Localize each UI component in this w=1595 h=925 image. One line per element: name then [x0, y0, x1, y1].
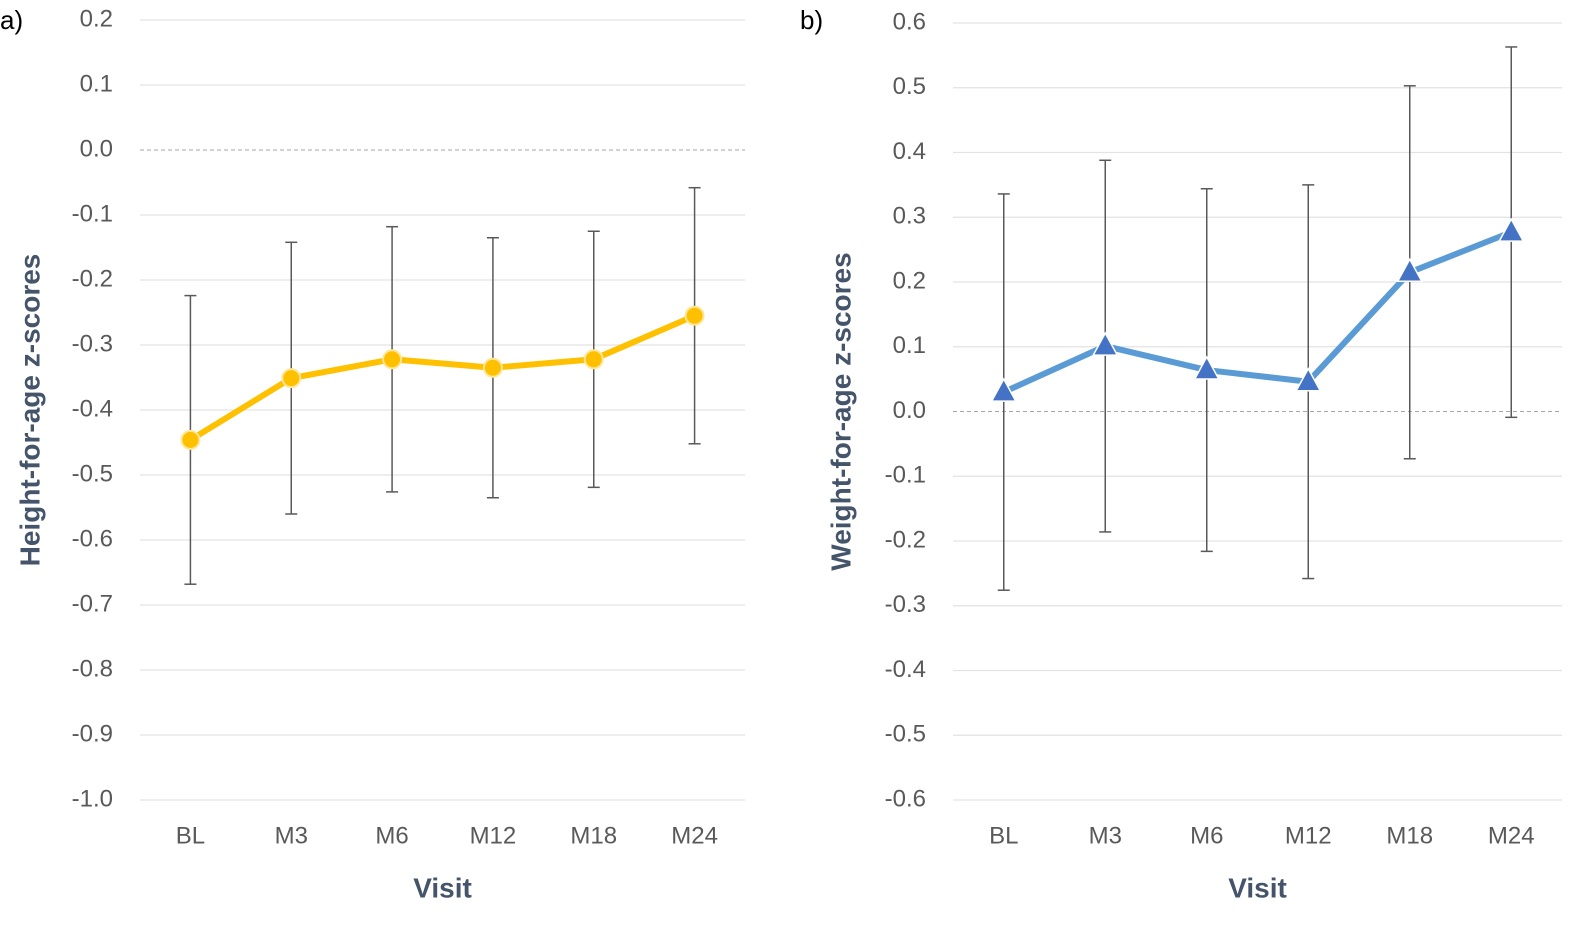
panel-label: a)	[0, 5, 23, 35]
y-tick-label: -0.6	[72, 525, 113, 552]
x-tick-label: BL	[176, 822, 205, 849]
y-tick-label: -0.7	[72, 590, 113, 617]
y-tick-label: -0.5	[885, 721, 926, 748]
data-marker	[583, 349, 604, 370]
x-tick-label: M12	[470, 822, 517, 849]
x-tick-label: M6	[1190, 822, 1223, 849]
y-tick-label: -0.5	[72, 460, 113, 487]
y-tick-label: -0.1	[885, 462, 926, 489]
y-tick-label: -0.9	[72, 720, 113, 747]
data-marker	[1294, 367, 1322, 392]
data-line	[188, 312, 696, 443]
y-tick-label: -0.2	[72, 265, 113, 292]
x-tick-label: BL	[989, 822, 1018, 849]
x-tick-label: M18	[1386, 822, 1433, 849]
y-tick-label: -0.8	[72, 655, 113, 682]
y-tick-label: 0.0	[893, 397, 926, 424]
x-tick-label: M3	[1089, 822, 1122, 849]
x-axis-title: Visit	[413, 872, 472, 903]
y-axis-title: Weight-for-age z-scores	[825, 252, 856, 570]
panel-label: b)	[800, 5, 823, 35]
data-marker	[1091, 331, 1119, 356]
y-tick-label: 0.1	[80, 70, 113, 97]
data-marker	[281, 368, 302, 389]
y-tick-label: 0.3	[893, 203, 926, 230]
y-tick-label: 0.5	[893, 73, 926, 100]
y-tick-label: -0.3	[885, 591, 926, 618]
y-tick-label: 0.6	[893, 8, 926, 35]
x-tick-label: M18	[570, 822, 617, 849]
x-tick-label: M24	[671, 822, 718, 849]
y-tick-label: 0.1	[893, 332, 926, 359]
data-marker	[482, 357, 503, 378]
x-tick-label: M6	[375, 822, 408, 849]
x-tick-label: M3	[275, 822, 308, 849]
y-tick-label: 0.0	[80, 135, 113, 162]
y-tick-label: -0.3	[72, 330, 113, 357]
data-marker	[382, 349, 403, 370]
x-axis-title: Visit	[1228, 872, 1287, 903]
y-tick-label: -0.6	[885, 785, 926, 812]
data-marker	[684, 305, 705, 326]
y-tick-label: -1.0	[72, 785, 113, 812]
data-marker	[1193, 355, 1221, 380]
y-tick-label: -0.1	[72, 200, 113, 227]
data-marker	[1396, 257, 1424, 283]
y-tick-label: 0.4	[893, 138, 926, 165]
y-tick-label: 0.2	[80, 5, 113, 32]
y-tick-label: -0.4	[885, 656, 926, 683]
y-tick-label: -0.4	[72, 395, 113, 422]
data-marker	[1497, 217, 1525, 242]
y-axis-title: Height-for-age z-scores	[14, 254, 45, 567]
x-tick-label: M12	[1285, 822, 1332, 849]
data-marker	[990, 377, 1018, 402]
data-marker	[180, 429, 201, 450]
y-tick-label: 0.2	[893, 267, 926, 294]
y-tick-label: -0.2	[885, 526, 926, 553]
x-tick-label: M24	[1488, 822, 1535, 849]
data-line	[1002, 229, 1513, 395]
